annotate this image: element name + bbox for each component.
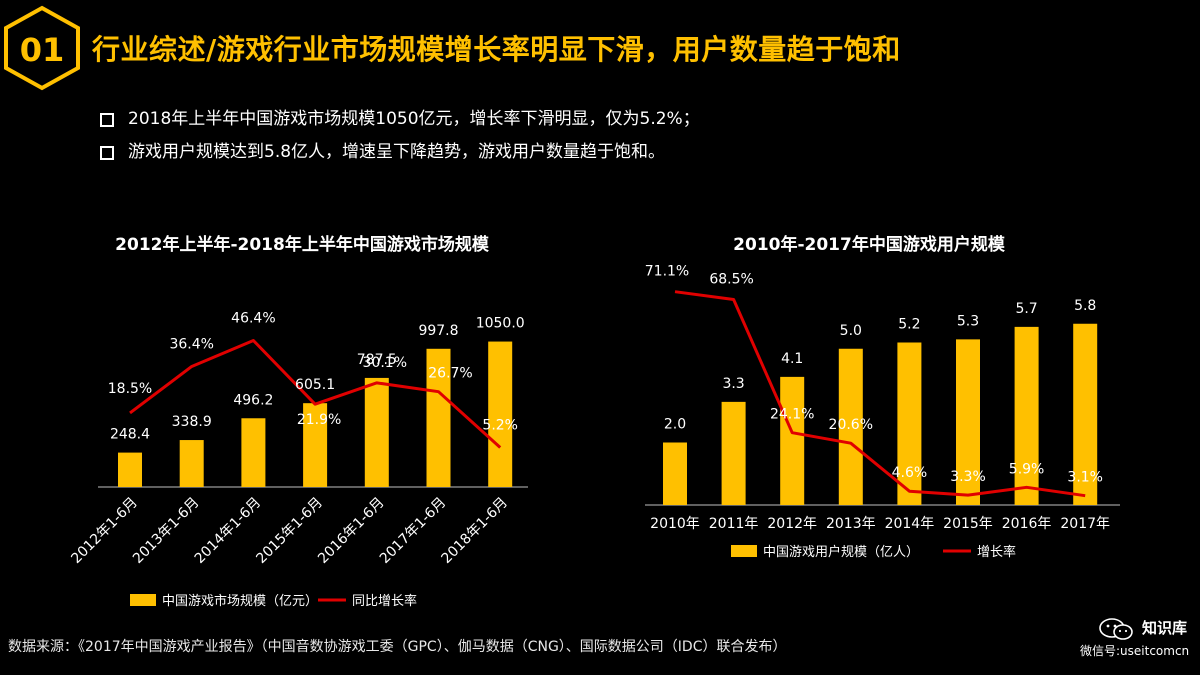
bar-value-label: 4.1 bbox=[781, 351, 803, 367]
bar-value-label: 2.0 bbox=[664, 417, 686, 433]
bar-value-label: 3.3 bbox=[722, 376, 744, 392]
bar bbox=[956, 339, 980, 505]
line-value-label: 18.5% bbox=[108, 381, 152, 397]
line-value-label: 5.9% bbox=[1009, 461, 1045, 477]
growth-line bbox=[674, 290, 1086, 498]
wechat-icon bbox=[1099, 618, 1133, 640]
line-value-label: 4.6% bbox=[892, 465, 928, 481]
bar bbox=[663, 442, 687, 505]
legend-bar-label: 中国游戏市场规模（亿元） bbox=[162, 593, 318, 609]
badge-number: 01 bbox=[20, 31, 65, 69]
line-value-label: 24.1% bbox=[770, 407, 814, 423]
line-value-label: 20.6% bbox=[829, 417, 873, 433]
watermark-id: 微信号:useitcomcn bbox=[1080, 644, 1190, 658]
line-value-label: 68.5% bbox=[709, 272, 753, 288]
chart-title: 2012年上半年-2018年上半年中国游戏市场规模 bbox=[115, 234, 490, 255]
x-tick-label: 2014年 bbox=[885, 516, 935, 532]
bar bbox=[118, 452, 142, 487]
bullet-text: 2018年上半年中国游戏市场规模1050亿元，增长率下滑明显，仅为5.2%； bbox=[128, 109, 700, 129]
x-tick-label: 2018年1-6月 bbox=[439, 495, 511, 567]
bar bbox=[426, 348, 451, 487]
bullet-item: 游戏用户规模达到5.8亿人，增速呈下降趋势，游戏用户数量趋于饱和。 bbox=[100, 136, 700, 169]
line-value-label: 46.4% bbox=[231, 311, 275, 327]
bullet-list: 2018年上半年中国游戏市场规模1050亿元，增长率下滑明显，仅为5.2%； 游… bbox=[100, 103, 700, 169]
bar bbox=[364, 377, 389, 487]
bar-value-label: 997.8 bbox=[418, 323, 458, 339]
bar-value-label: 5.2 bbox=[898, 317, 920, 333]
line-value-label: 5.2% bbox=[482, 418, 518, 434]
legend-line-label: 增长率 bbox=[977, 544, 1016, 560]
bar bbox=[897, 342, 922, 505]
line-value-label: 21.9% bbox=[297, 412, 341, 428]
line-value-label: 3.1% bbox=[1067, 470, 1103, 486]
bar bbox=[303, 403, 328, 487]
x-tick-label: 2013年 bbox=[826, 516, 876, 532]
number-badge: 01 bbox=[4, 5, 80, 91]
bar bbox=[179, 440, 204, 487]
bar bbox=[241, 418, 266, 487]
x-tick-label: 2011年 bbox=[709, 516, 759, 532]
line-value-label: 3.3% bbox=[950, 469, 986, 485]
watermark-name: 知识库 bbox=[1142, 619, 1188, 637]
line-value-label: 26.7% bbox=[428, 366, 472, 382]
line-value-label: 71.1% bbox=[645, 264, 689, 280]
line-value-label: 30.1% bbox=[363, 355, 407, 371]
page-title: 行业综述/游戏行业市场规模增长率明显下滑，用户数量趋于饱和 bbox=[92, 33, 901, 66]
bullet-item: 2018年上半年中国游戏市场规模1050亿元，增长率下滑明显，仅为5.2%； bbox=[100, 103, 700, 136]
bar-value-label: 5.7 bbox=[1015, 301, 1037, 317]
legend-bar-swatch bbox=[731, 545, 757, 557]
bullet-text: 游戏用户规模达到5.8亿人，增速呈下降趋势，游戏用户数量趋于饱和。 bbox=[128, 142, 666, 162]
x-tick-label: 2016年 bbox=[1002, 516, 1052, 532]
chart-title: 2010年-2017年中国游戏用户规模 bbox=[733, 234, 1006, 255]
line-value-label: 36.4% bbox=[169, 336, 213, 352]
legend-line-label: 同比增长率 bbox=[352, 593, 417, 609]
bar bbox=[780, 376, 805, 505]
x-tick-label: 2017年 bbox=[1060, 516, 1110, 532]
legend-bar-swatch bbox=[130, 594, 156, 606]
x-tick-label: 2012年 bbox=[767, 516, 817, 532]
bar bbox=[1073, 323, 1098, 505]
bar-value-label: 605.1 bbox=[295, 377, 335, 393]
bar-value-label: 5.3 bbox=[957, 313, 979, 329]
square-bullet-icon bbox=[100, 112, 114, 127]
wechat-watermark: 知识库 微信号:useitcomcn bbox=[1080, 614, 1198, 662]
bar bbox=[488, 341, 513, 487]
bar bbox=[838, 348, 863, 505]
bar bbox=[1014, 326, 1039, 505]
growth-line bbox=[129, 339, 502, 449]
data-source: 数据来源：《2017年中国游戏产业报告》（中国音数协游戏工委（GPC）、伽马数据… bbox=[8, 639, 787, 655]
x-tick-label: 2015年 bbox=[943, 516, 993, 532]
x-tick-label: 2010年 bbox=[650, 516, 700, 532]
legend-bar-label: 中国游戏用户规模（亿人） bbox=[763, 544, 919, 560]
square-bullet-icon bbox=[100, 145, 114, 160]
bar bbox=[721, 401, 746, 505]
bar-value-label: 248.4 bbox=[110, 427, 150, 443]
bar-value-label: 5.0 bbox=[840, 323, 862, 339]
bar-value-label: 787.5 bbox=[357, 352, 397, 368]
bar-value-label: 5.8 bbox=[1074, 298, 1096, 314]
bar-value-label: 496.2 bbox=[233, 392, 273, 408]
bar-value-label: 338.9 bbox=[172, 414, 212, 430]
bar-value-label: 1050.0 bbox=[476, 316, 525, 332]
